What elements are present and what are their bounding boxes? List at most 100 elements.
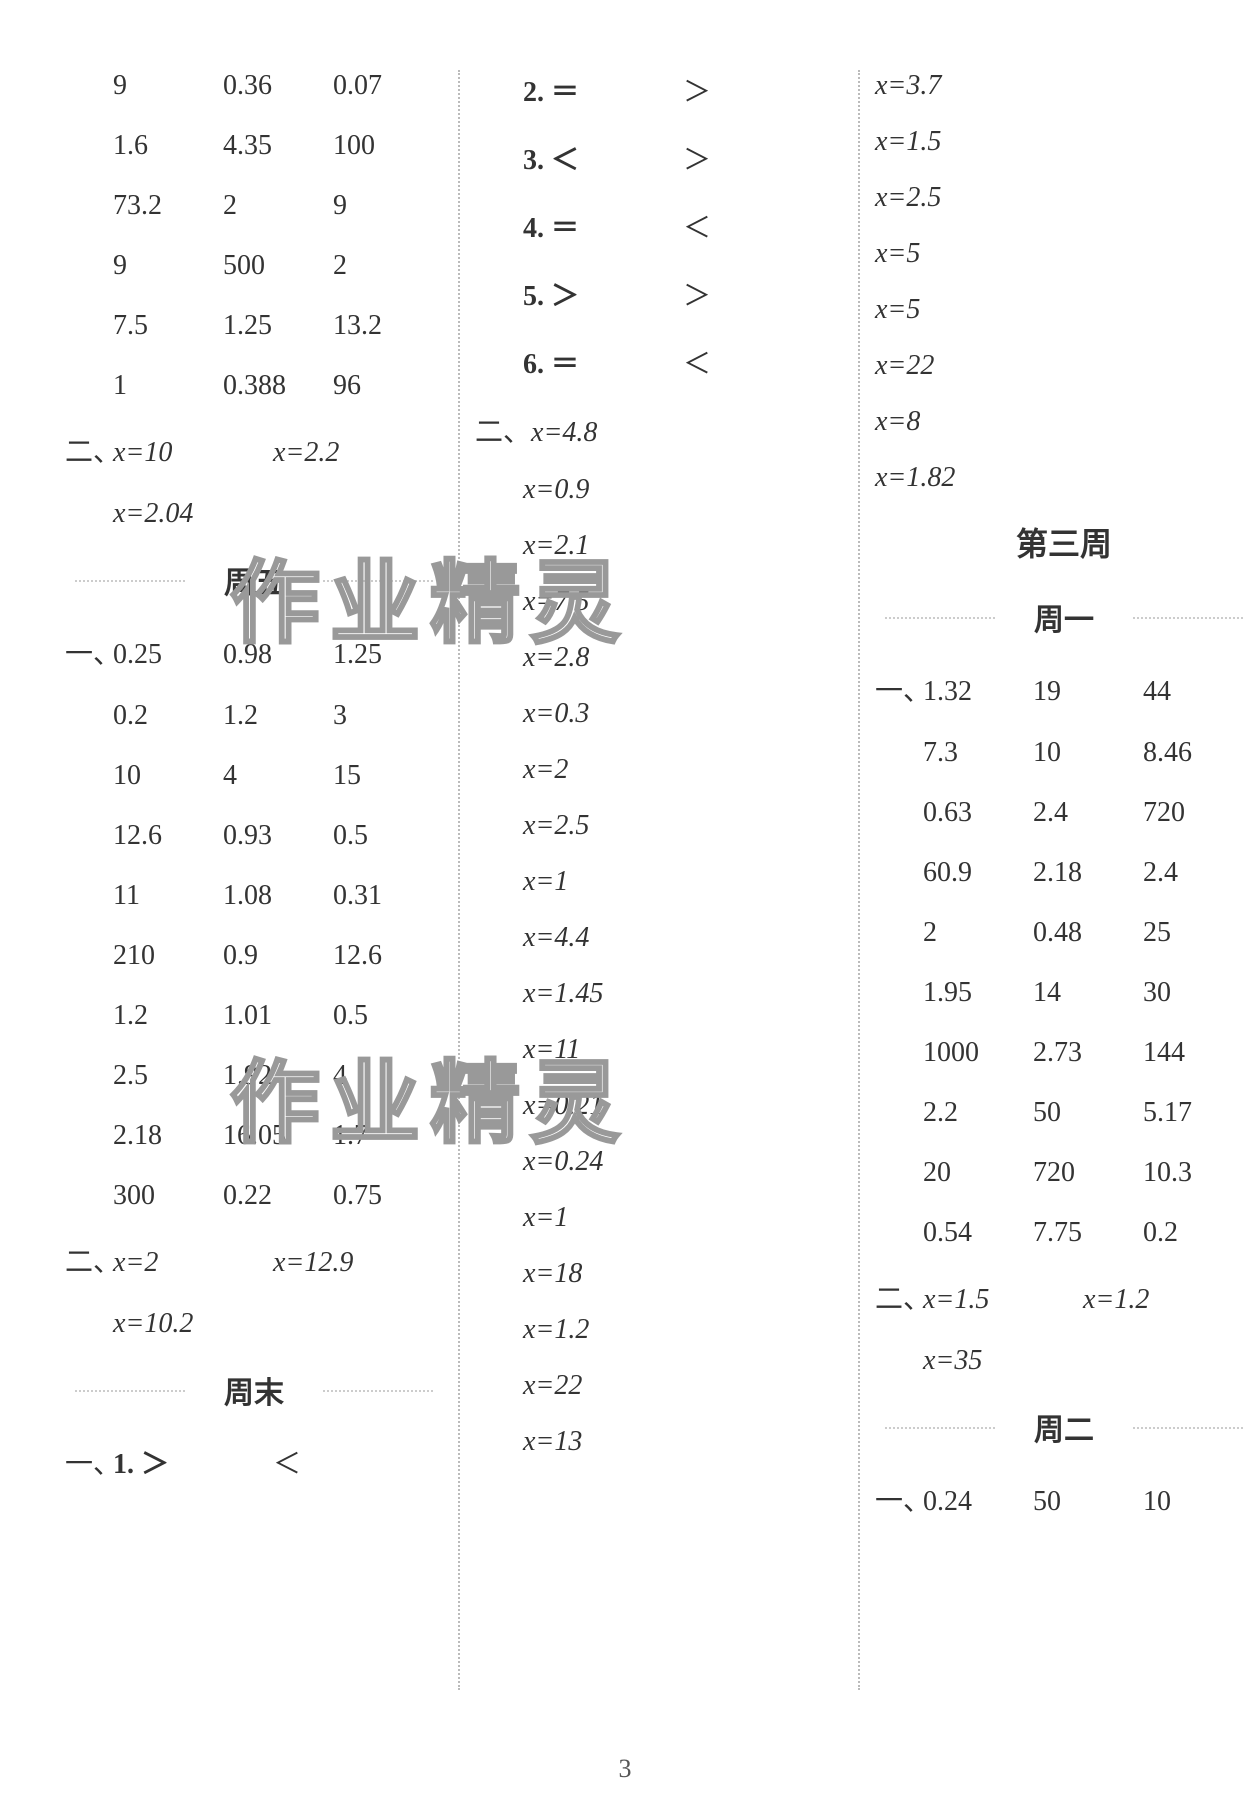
comparison: ＜ xyxy=(683,342,843,382)
cell: 1.7 xyxy=(333,1120,443,1152)
cell: 1.92 xyxy=(223,1060,333,1092)
equation: x=7.5 xyxy=(523,586,589,617)
cell: 0.22 xyxy=(223,1180,333,1212)
equation: x=0.9 xyxy=(523,474,589,505)
section-two-label: 二、 xyxy=(65,1240,113,1280)
equation: x=3.7 xyxy=(875,70,941,101)
cell: 60.9 xyxy=(923,857,1033,889)
cell: 15 xyxy=(333,760,443,792)
cell: 1.01 xyxy=(223,1000,333,1032)
cell: 1 xyxy=(113,370,223,402)
cell: 2 xyxy=(223,190,333,222)
cell: 9 xyxy=(113,70,223,102)
cell: 50 xyxy=(1033,1097,1143,1129)
cell: 12.6 xyxy=(333,940,443,972)
cell: 1.08 xyxy=(223,880,333,912)
cell: 2 xyxy=(923,917,1033,949)
equation: x=2.1 xyxy=(523,530,589,561)
equation: x=2.8 xyxy=(523,642,589,673)
equation: x=10.2 xyxy=(113,1308,273,1340)
cell: 144 xyxy=(1143,1037,1250,1069)
cell: 13.2 xyxy=(333,310,443,342)
equation: x=1 xyxy=(523,1202,568,1233)
equation: x=35 xyxy=(923,1345,1083,1377)
section-two-label: 二、 xyxy=(65,430,113,470)
col1-grid2: 一、0.250.981.25 0.21.23 10415 12.60.930.5… xyxy=(65,632,443,1212)
cell: 1.2 xyxy=(113,1000,223,1032)
cell: 0.388 xyxy=(223,370,333,402)
heading-week3: 第三周 xyxy=(875,519,1250,565)
cell: 500 xyxy=(223,250,333,282)
cell: 4.35 xyxy=(223,130,333,162)
equation: x=2 xyxy=(523,754,568,785)
equation: x=1 xyxy=(523,866,568,897)
cell: 7.3 xyxy=(923,737,1033,769)
cell: 11 xyxy=(113,880,223,912)
cell: 2.4 xyxy=(1143,857,1250,889)
equation: x=0.3 xyxy=(523,698,589,729)
cell: 0.63 xyxy=(923,797,1033,829)
cell: 10 xyxy=(1033,737,1143,769)
cell: 1.25 xyxy=(333,639,443,671)
section-one-label: 一、 xyxy=(65,632,113,672)
cell: 1.32 xyxy=(923,676,1033,708)
cell: 8.46 xyxy=(1143,737,1250,769)
comparison: 5. ＞ xyxy=(523,274,683,314)
cell: 1.6 xyxy=(113,130,223,162)
equation: x=4.8 xyxy=(531,417,597,448)
cell: 16.05 xyxy=(223,1120,333,1152)
cell: 1.95 xyxy=(923,977,1033,1009)
section-two-label: 二、 xyxy=(875,1277,923,1317)
cell: 0.5 xyxy=(333,1000,443,1032)
page-number: 3 xyxy=(0,1754,1250,1784)
cell: 30 xyxy=(1143,977,1250,1009)
heading-weekend: 周末 xyxy=(65,1368,443,1412)
equation: x=1.82 xyxy=(875,462,955,493)
cell: 7.75 xyxy=(1033,1217,1143,1249)
cell: 0.2 xyxy=(1143,1217,1250,1249)
cell: 0.31 xyxy=(333,880,443,912)
cell: 720 xyxy=(1143,797,1250,829)
equation: x=1.5 xyxy=(875,126,941,157)
equation: x=22 xyxy=(523,1370,582,1401)
equation: x=22 xyxy=(875,350,934,381)
cell: 0.36 xyxy=(223,70,333,102)
cell: 0.54 xyxy=(923,1217,1033,1249)
equation: x=2.04 xyxy=(113,498,273,530)
col1-grid1: 90.360.07 1.64.35100 73.229 95002 7.51.2… xyxy=(65,70,443,402)
comparison: 4. ＝ xyxy=(523,206,683,246)
cell: 0.93 xyxy=(223,820,333,852)
equation: x=0.21 xyxy=(523,1090,603,1121)
equation: x=1.2 xyxy=(1083,1284,1243,1316)
cell: 10 xyxy=(113,760,223,792)
cell: 1.2 xyxy=(223,700,333,732)
cell: 2.18 xyxy=(1033,857,1143,889)
cell: 73.2 xyxy=(113,190,223,222)
equation: x=0.24 xyxy=(523,1146,603,1177)
cell: 0.5 xyxy=(333,820,443,852)
section-two-label: 二、 xyxy=(475,417,531,448)
cell: 14 xyxy=(1033,977,1143,1009)
section-one-label: 一、 xyxy=(875,1479,923,1519)
cell: 10 xyxy=(1143,1486,1250,1518)
cell: 20 xyxy=(923,1157,1033,1189)
cell: 0.48 xyxy=(1033,917,1143,949)
comparison: ＞ xyxy=(683,70,843,110)
cell: 50 xyxy=(1033,1486,1143,1518)
equation: x=11 xyxy=(523,1034,580,1065)
equation: x=2.5 xyxy=(523,810,589,841)
equation: x=2.5 xyxy=(875,182,941,213)
col2-equations: 二、x=4.8 x=0.9 x=2.1 x=7.5 x=2.8 x=0.3 x=… xyxy=(475,410,843,1458)
cell: 2.5 xyxy=(113,1060,223,1092)
comparison: 2. ＝ xyxy=(523,70,683,110)
cell: 12.6 xyxy=(113,820,223,852)
section-one-label: 一、 xyxy=(65,1442,113,1482)
comparison: ＜ xyxy=(683,206,843,246)
cell: 2.73 xyxy=(1033,1037,1143,1069)
cell: 96 xyxy=(333,370,443,402)
cell: 0.24 xyxy=(923,1486,1033,1518)
cell: 19 xyxy=(1033,676,1143,708)
equation: x=1.2 xyxy=(523,1314,589,1345)
cell: 0.98 xyxy=(223,639,333,671)
cell: 9 xyxy=(333,190,443,222)
